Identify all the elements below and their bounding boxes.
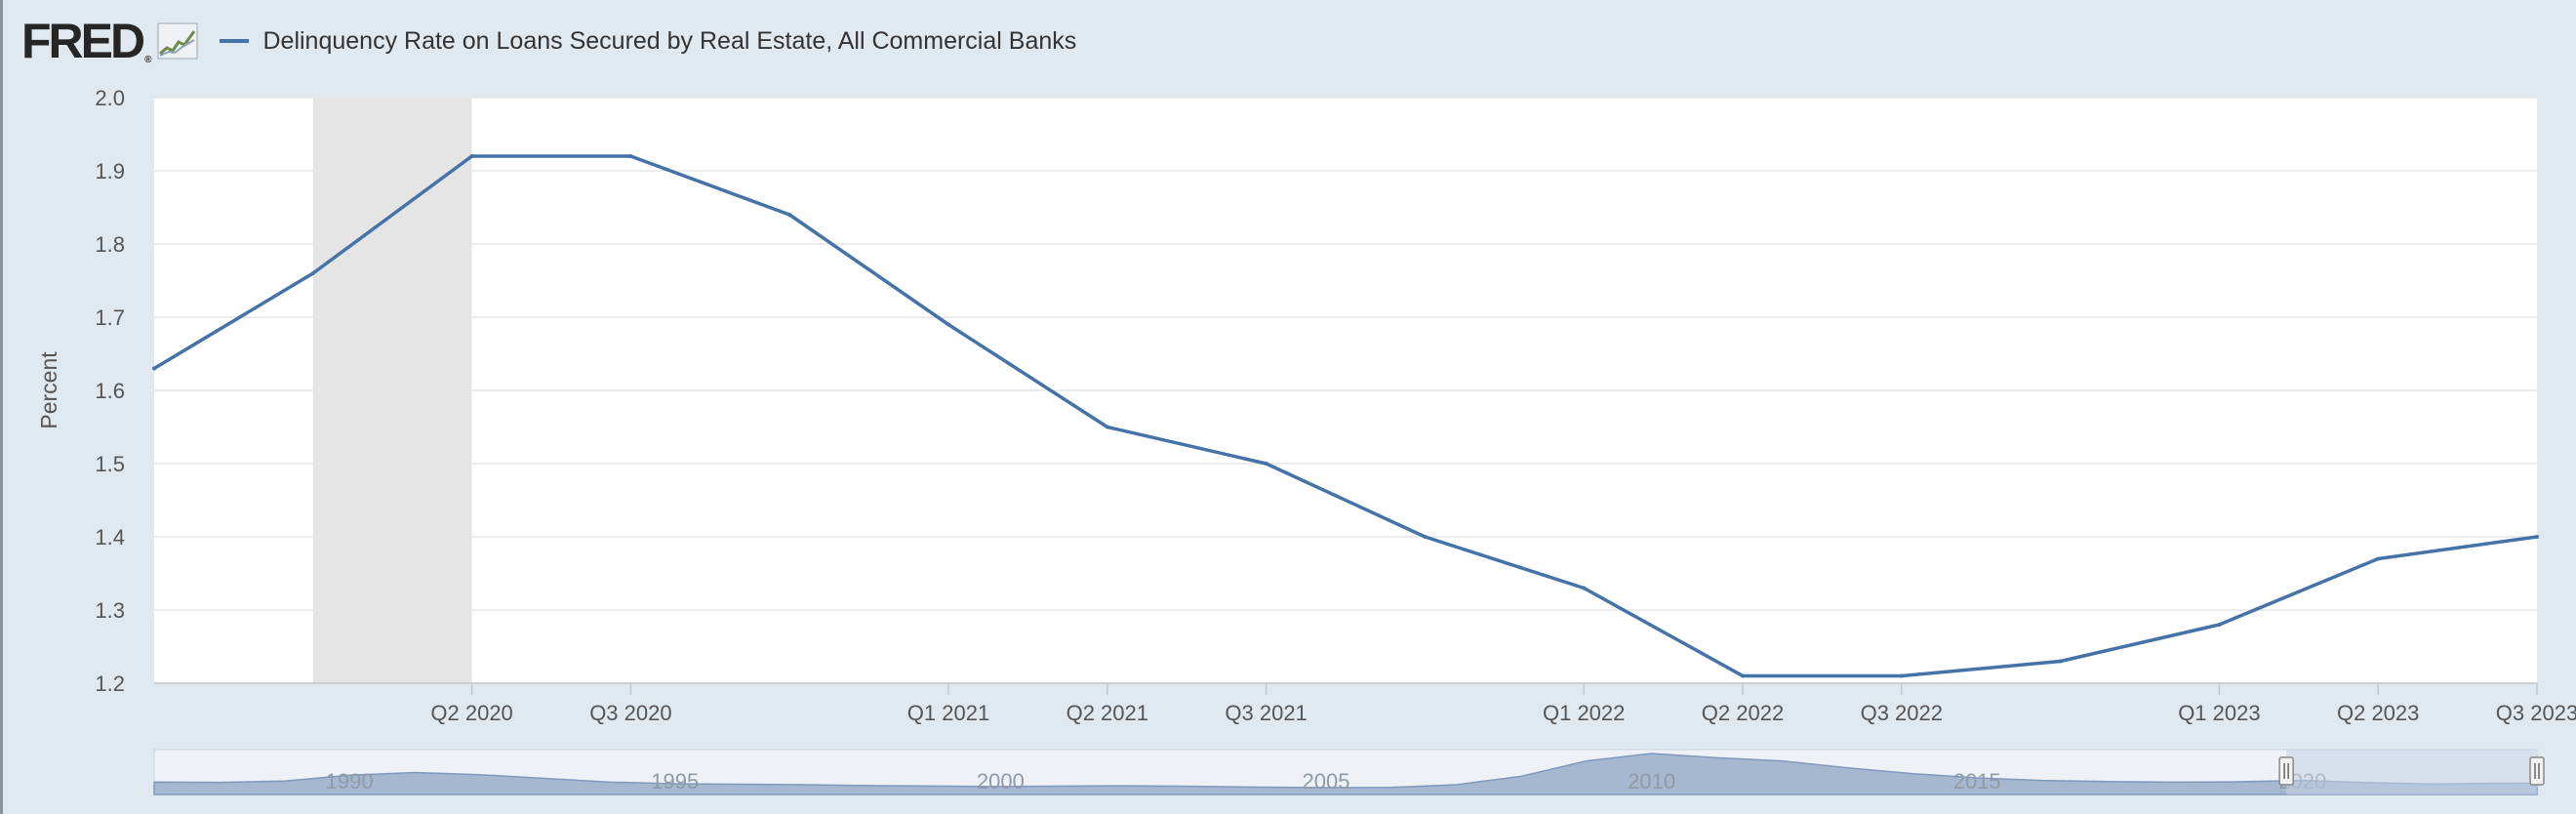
fred-logo-registered: ® [144,55,152,65]
data-point[interactable] [310,271,315,275]
navigator-year-label: 1995 [651,769,699,794]
y-tick-label: 1.3 [95,598,125,623]
data-point[interactable] [628,154,633,158]
navigator-selection[interactable] [2286,750,2537,794]
x-tick-label: Q1 2023 [2178,701,2260,725]
graph-header: FRED ® Delinquency Rate on Loans Secured … [21,14,1076,68]
data-point[interactable] [2376,556,2381,561]
logo-graph-icon [157,22,198,60]
series-group [152,154,2539,678]
data-point[interactable] [2217,623,2222,627]
fred-logo[interactable]: FRED ® [21,17,151,65]
navigator-overview-area [153,753,2538,795]
fred-logo-text: FRED [21,14,145,68]
y-axis-ticks: 1.2 1.3 1.4 1.5 1.6 1.7 1.8 1.9 2.0 [95,86,125,696]
x-axis-ticks: Q2 2020 Q3 2020 Q1 2021 Q2 2021 Q3 2021 Q1 20… [430,683,2576,725]
gridlines [154,97,2537,684]
x-tick-label: Q2 2021 [1067,701,1148,725]
y-tick-label: 1.6 [95,379,125,403]
x-tick-label: Q1 2021 [907,701,989,725]
data-point[interactable] [1741,673,1745,678]
window-edge [0,0,3,814]
range-navigator[interactable]: 1990199520002005201020152020 [153,749,2545,795]
data-point[interactable] [1423,535,1428,539]
legend-series-label[interactable]: Delinquency Rate on Loans Secured by Rea… [262,26,1077,55]
data-point[interactable] [2535,535,2539,539]
x-tick-label: Q3 2020 [589,701,671,725]
data-point[interactable] [469,154,474,158]
navigator-year-label: 2000 [977,769,1025,794]
data-point[interactable] [1582,586,1587,590]
series-line [153,154,2538,678]
navigator-year-label: 2010 [1628,769,1675,794]
y-tick-label: 2.0 [95,86,125,110]
y-tick-label: 1.9 [95,159,125,183]
x-tick-label: Q2 2020 [430,701,512,725]
data-point[interactable] [946,322,950,327]
x-tick-label: Q2 2022 [1702,701,1784,725]
data-point[interactable] [1264,462,1268,466]
x-tick-label: Q2 2023 [2337,701,2419,725]
navigator-left-handle[interactable] [2278,756,2294,786]
y-tick-label: 1.4 [95,525,125,549]
y-axis-label: Percent [36,351,61,429]
navigator-year-label: 1990 [326,769,374,794]
navigator-right-handle[interactable] [2529,756,2545,786]
y-tick-label: 1.7 [95,305,125,330]
x-tick-label: Q3 2022 [1861,701,1943,725]
data-point[interactable] [2058,659,2063,664]
y-tick-label: 1.8 [95,232,125,257]
y-tick-label: 1.2 [95,672,125,696]
x-tick-label: Q3 2021 [1225,701,1307,725]
data-point[interactable] [787,213,792,217]
data-point[interactable] [152,366,156,371]
navigator-year-label: 2005 [1303,769,1350,794]
data-point[interactable] [1899,673,1904,678]
y-tick-label: 1.5 [95,452,125,476]
legend-series-swatch [220,39,250,43]
x-tick-label: Q3 2023 [2496,701,2576,725]
navigator-year-label: 2015 [1953,769,2001,794]
data-point[interactable] [1105,425,1109,429]
x-tick-label: Q1 2022 [1543,701,1625,725]
